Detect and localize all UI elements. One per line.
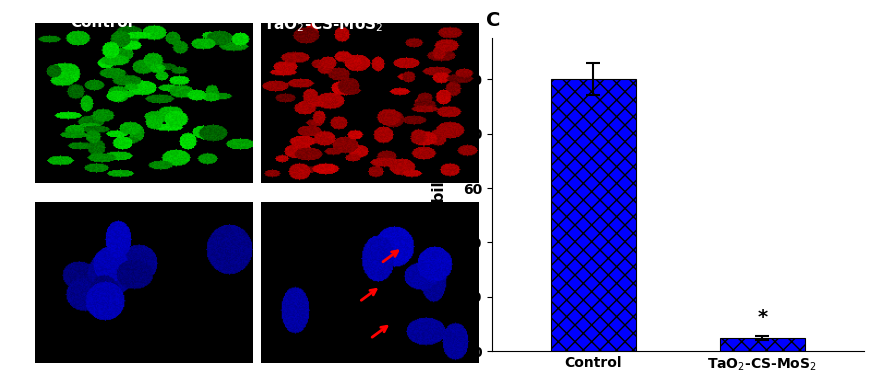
Bar bbox=[551, 79, 635, 351]
Bar bbox=[720, 338, 804, 351]
Text: Control: Control bbox=[71, 15, 133, 30]
Text: C: C bbox=[486, 11, 500, 31]
Text: A: A bbox=[13, 15, 28, 34]
Text: TaO$_2$-CS-MoS$_2$: TaO$_2$-CS-MoS$_2$ bbox=[263, 15, 384, 34]
Text: B: B bbox=[13, 191, 28, 210]
Text: *: * bbox=[758, 309, 767, 327]
Y-axis label: Cell viability (%): Cell viability (%) bbox=[432, 125, 447, 265]
